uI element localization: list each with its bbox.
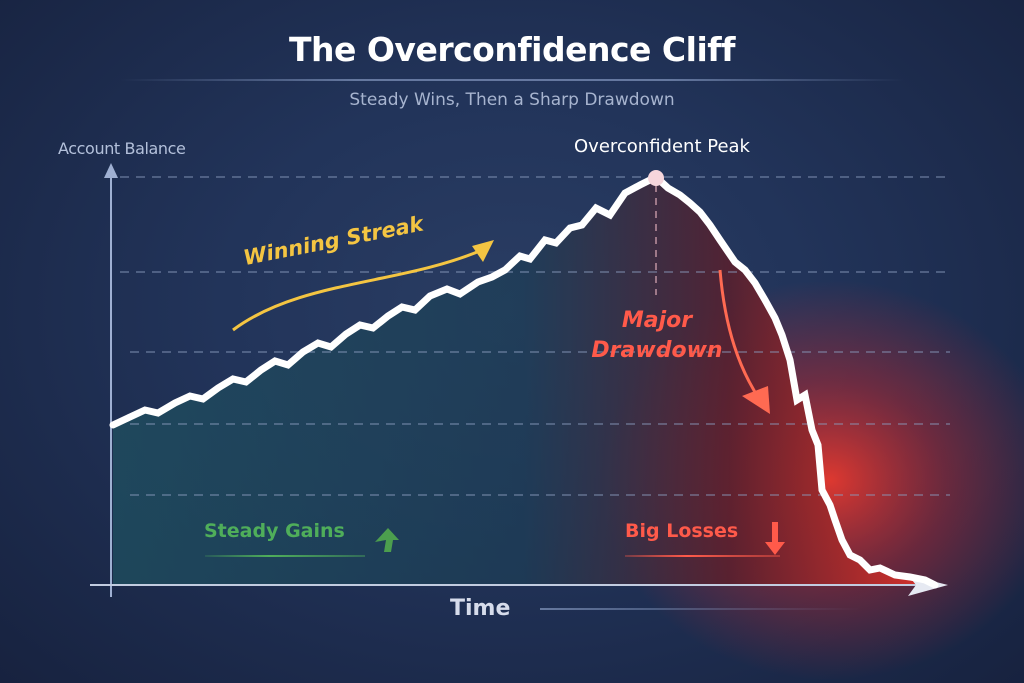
winning-streak-arrow-icon (232, 240, 494, 332)
major-drawdown-label: Major Drawdown (582, 306, 732, 366)
peak-marker (648, 170, 664, 186)
big-losses-underline (625, 555, 780, 557)
steady-gains-underline (205, 555, 365, 557)
y-axis-arrow-icon (104, 163, 118, 178)
big-losses-label: Big Losses (625, 520, 739, 542)
chart-subtitle: Steady Wins, Then a Sharp Drawdown (349, 90, 675, 110)
x-axis-label: Time (450, 596, 511, 621)
steady-gains-arrow-icon (375, 528, 399, 552)
y-axis-label: Account Balance (58, 139, 186, 158)
major-drawdown-line1: Major (621, 308, 693, 333)
gridlines (120, 176, 950, 496)
x-label-divider (540, 608, 860, 610)
balance-line (109, 172, 939, 589)
title-divider (120, 79, 904, 81)
major-drawdown-line2: Drawdown (591, 338, 723, 363)
chart-title: The Overconfidence Cliff (289, 30, 735, 69)
peak-label: Overconfident Peak (574, 136, 750, 157)
drawdown-arrow-icon (718, 269, 770, 414)
area-fill (113, 177, 935, 585)
big-losses-arrow-icon (765, 522, 785, 555)
y-axis (104, 163, 118, 597)
steady-gains-label: Steady Gains (204, 520, 345, 542)
